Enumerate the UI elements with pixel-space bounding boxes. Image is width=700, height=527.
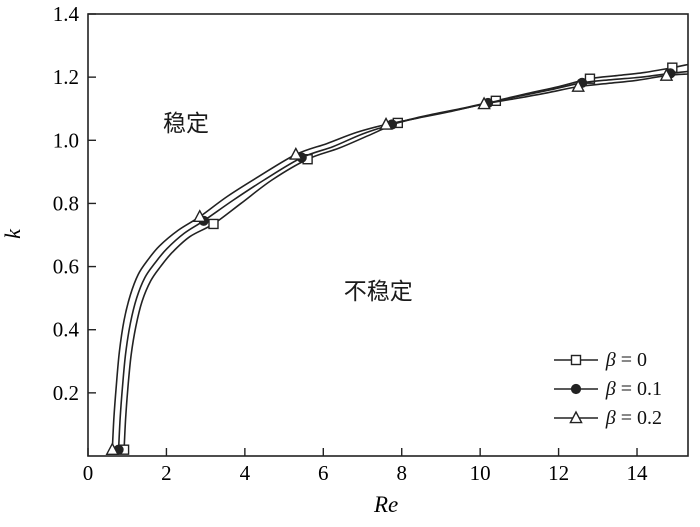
x-tick-label: 4: [240, 461, 251, 485]
x-tick-label: 10: [470, 461, 491, 485]
series-marker: [659, 68, 674, 81]
series-marker: [584, 73, 596, 84]
series-marker: [379, 117, 393, 130]
legend-marker: [570, 383, 581, 395]
legend-marker: [570, 354, 581, 366]
legend-item-0: β = 0: [552, 347, 662, 373]
y-tick-label: 0.8: [53, 191, 79, 215]
y-tick-label: 1.4: [53, 2, 80, 26]
x-tick-label: 0: [83, 461, 94, 485]
legend-label-0: β = 0: [605, 348, 647, 371]
legend-key-square-icon: [553, 354, 598, 366]
x-axis-label: Re: [374, 492, 399, 517]
series-marker: [477, 96, 491, 110]
legend-item-1: β = 0.1: [552, 376, 662, 402]
series-marker: [571, 79, 585, 92]
y-axis-label: k: [0, 229, 25, 239]
legend-item-2: β = 0.2: [552, 405, 662, 431]
y-tick-label: 1.0: [53, 128, 79, 152]
y-tick-label: 1.2: [53, 65, 79, 89]
legend-label-2: β = 0.2: [605, 406, 662, 429]
y-tick-label: 0.6: [53, 255, 79, 279]
series-marker: [289, 146, 303, 160]
x-tick-label: 12: [548, 461, 569, 485]
legend-marker: [568, 410, 583, 424]
legend: β = 0 β = 0.1 β = 0.2: [552, 347, 662, 431]
series-marker: [208, 218, 219, 230]
series-marker: [193, 209, 207, 222]
legend-key-circle-icon: [553, 383, 598, 395]
annotation-stable-region: 稳定: [163, 111, 210, 137]
y-tick-label: 0.4: [53, 318, 80, 342]
series-2: [105, 68, 689, 455]
x-tick-label: 6: [318, 461, 329, 485]
axes-frame: [87, 13, 689, 457]
annotation-unstable-region: 不稳定: [343, 278, 413, 304]
legend-label-1: β = 0.1: [605, 377, 662, 400]
legend-key-triangle-icon: [553, 410, 598, 424]
x-tick-label: 2: [161, 461, 172, 485]
x-tick-label: 14: [627, 461, 649, 485]
x-tick-label: 8: [396, 461, 407, 485]
series-marker: [105, 442, 120, 455]
y-tick-label: 0.2: [53, 381, 79, 405]
